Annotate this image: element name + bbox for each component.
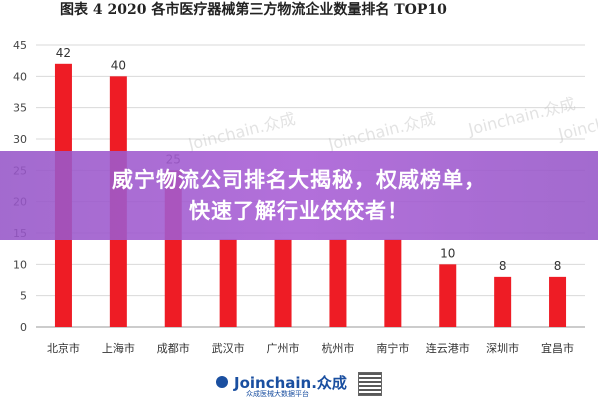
data-label: 42 [56,46,71,60]
x-tick-label: 成都市 [157,341,190,355]
y-tick-label: 35 [13,102,27,115]
x-tick-label: 南宁市 [376,341,409,355]
x-tick-label: 上海市 [102,341,135,355]
y-tick-label: 10 [13,258,27,271]
chart-title: 图表 4 2020 各市医疗器械第三方物流企业数量排名 TOP10 [60,1,447,18]
x-tick-label: 杭州市 [321,341,354,355]
bar [219,239,237,327]
banner-line-1: 威宁物流公司排名大揭秘，权威榜单， [112,167,486,192]
bar [439,264,457,327]
source-footer: Joinchain.众成 众成医械大数据平台 [220,372,390,398]
bar [384,239,402,327]
x-tick-label: 北京市 [47,341,80,355]
footer-brand: Joinchain.众成 [234,374,347,392]
y-tick-label: 30 [13,133,27,146]
x-tick-label: 武汉市 [212,341,245,355]
joinchain-logo-icon [216,376,228,388]
footer-subtitle: 众成医械大数据平台 [246,390,309,398]
data-label: 40 [111,58,126,72]
data-label: 8 [499,259,507,273]
watermark-text: Joinchain.众成 [325,109,437,154]
x-tick-label: 深圳市 [486,341,519,355]
bar [494,276,512,327]
bar [329,239,347,327]
y-tick-label: 40 [13,70,27,83]
bar [549,276,567,327]
y-tick-label: 0 [20,321,27,334]
x-tick-label: 广州市 [267,341,300,355]
bar [274,239,292,327]
x-tick-label: 连云港市 [426,341,470,355]
x-tick-label: 宜昌市 [541,341,574,355]
watermark-text: Joinchain.众成 [185,109,297,154]
promo-banner: 威宁物流公司排名大揭秘，权威榜单， 快速了解行业佼佼者！ [0,151,598,240]
data-label: 8 [554,259,562,273]
y-tick-label: 45 [13,39,27,52]
banner-line-2: 快速了解行业佼佼者！ [189,198,409,223]
qr-code-icon [358,372,382,396]
data-label: 10 [440,246,455,260]
y-tick-label: 5 [20,290,27,303]
